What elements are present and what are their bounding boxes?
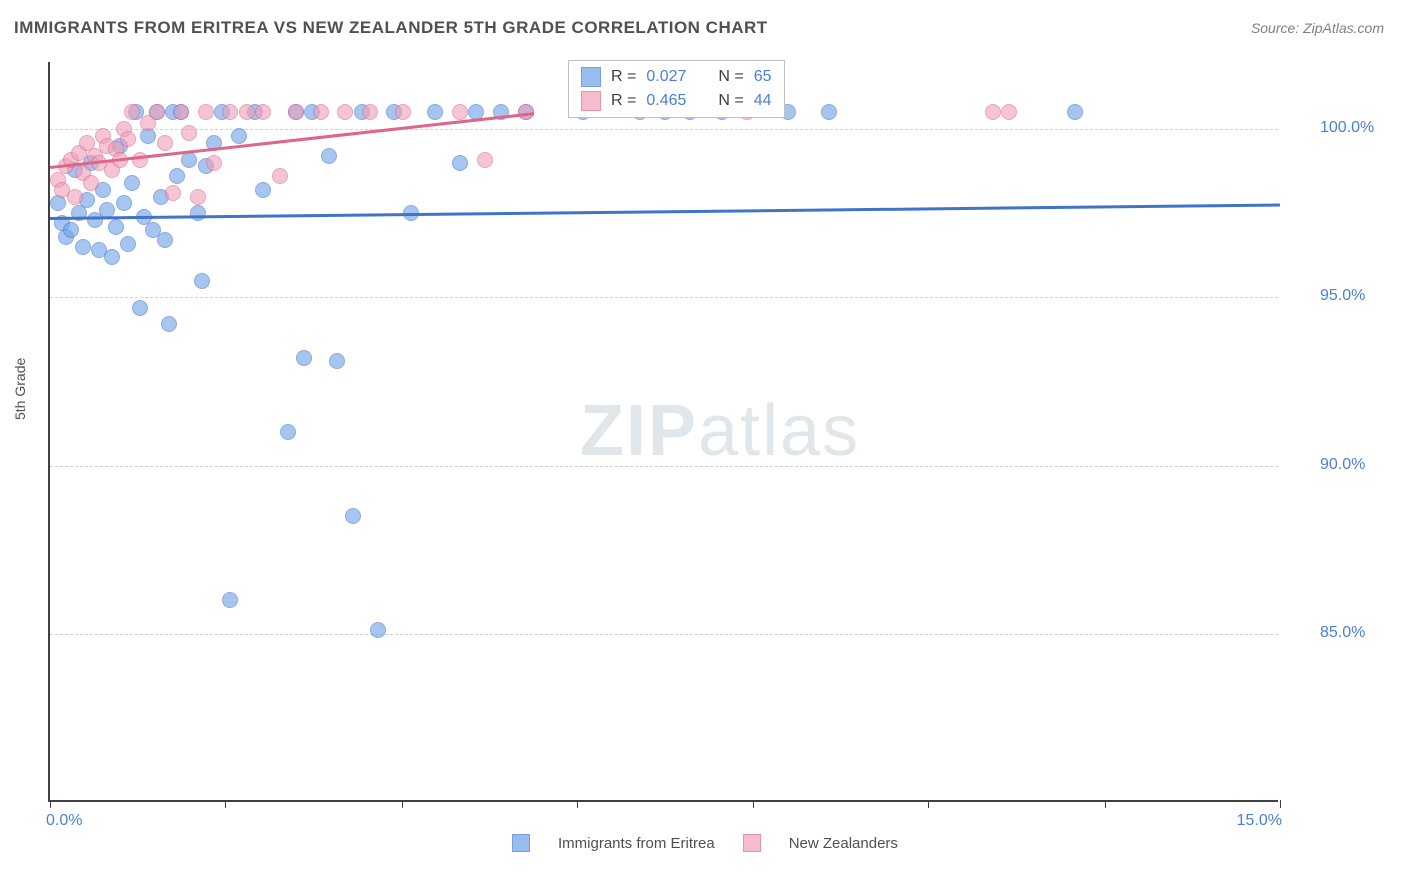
data-point [108,219,124,235]
gridline [50,297,1278,298]
data-point [165,185,181,201]
data-point [120,131,136,147]
n-value-0: 65 [754,68,772,86]
data-point [132,152,148,168]
data-point [255,104,271,120]
data-point [313,104,329,120]
data-point [169,168,185,184]
data-point [222,592,238,608]
data-point [190,189,206,205]
data-point [427,104,443,120]
r-value-0: 0.027 [646,68,686,86]
chart-title: IMMIGRANTS FROM ERITREA VS NEW ZEALANDER… [14,18,768,38]
stats-legend-row: R = 0.465 N = 44 [581,89,772,113]
y-axis-label: 5th Grade [12,358,28,420]
stats-legend-row: R = 0.027 N = 65 [581,65,772,89]
data-point [161,316,177,332]
data-point [206,155,222,171]
r-value-1: 0.465 [646,92,686,110]
source-attribution: Source: ZipAtlas.com [1251,20,1384,36]
data-point [452,155,468,171]
data-point [452,104,468,120]
data-point [157,135,173,151]
data-point [75,239,91,255]
data-point [288,104,304,120]
y-tick-label: 85.0% [1320,624,1365,642]
data-point [255,182,271,198]
x-tick-label-start: 0.0% [46,812,82,830]
data-point [985,104,1001,120]
data-point [821,104,837,120]
data-point [132,300,148,316]
data-point [116,195,132,211]
data-point [120,236,136,252]
data-point [198,104,214,120]
y-tick-label: 100.0% [1320,119,1374,137]
data-point [63,222,79,238]
series-label-1: New Zealanders [789,835,898,852]
y-tick-label: 90.0% [1320,456,1365,474]
series-legend: Immigrants from Eritrea New Zealanders [512,834,898,852]
data-point [239,104,255,120]
data-point [231,128,247,144]
data-point [157,232,173,248]
n-value-1: 44 [754,92,772,110]
stats-legend: R = 0.027 N = 65 R = 0.465 N = 44 [568,60,785,118]
legend-swatch-pink [743,834,761,852]
data-point [149,104,165,120]
x-tick [753,800,754,808]
data-point [190,205,206,221]
data-point [362,104,378,120]
data-point [345,508,361,524]
x-tick [225,800,226,808]
data-point [104,249,120,265]
data-point [296,350,312,366]
data-point [67,189,83,205]
data-point [124,175,140,191]
data-point [181,125,197,141]
trend-line [50,203,1280,219]
x-tick-label-end: 15.0% [1237,812,1282,830]
data-point [194,273,210,289]
x-tick [50,800,51,808]
r-label: R = [611,68,636,86]
data-point [1001,104,1017,120]
x-tick [577,800,578,808]
series-label-0: Immigrants from Eritrea [558,835,715,852]
data-point [477,152,493,168]
legend-swatch-pink [581,91,601,111]
x-tick [1280,800,1281,808]
data-point [395,104,411,120]
legend-swatch-blue [581,67,601,87]
r-label: R = [611,92,636,110]
legend-swatch-blue [512,834,530,852]
data-point [1067,104,1083,120]
data-point [124,104,140,120]
x-tick [402,800,403,808]
data-point [272,168,288,184]
x-tick [928,800,929,808]
data-point [337,104,353,120]
data-point [370,622,386,638]
plot-area: 85.0%90.0%95.0%100.0%0.0%15.0% [48,62,1278,802]
data-point [83,175,99,191]
n-label: N = [718,68,743,86]
data-point [181,152,197,168]
data-point [329,353,345,369]
n-label: N = [718,92,743,110]
gridline [50,634,1278,635]
data-point [173,104,189,120]
data-point [321,148,337,164]
data-point [280,424,296,440]
data-point [222,104,238,120]
gridline [50,466,1278,467]
y-tick-label: 95.0% [1320,287,1365,305]
x-tick [1105,800,1106,808]
